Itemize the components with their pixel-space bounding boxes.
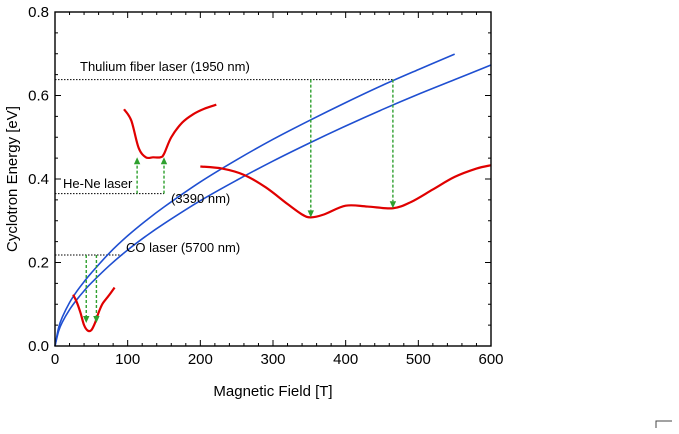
y-tick-label: 0.2 [28, 255, 49, 272]
cyclotron-curve-1 [54, 53, 455, 347]
transition-arrowhead-5 [389, 201, 397, 209]
laser-annotations: Thulium fiber laser (1950 nm) He-Ne laser… [63, 59, 250, 255]
cyclotron-curve-2 [54, 64, 492, 347]
transition-arrowhead-1 [93, 316, 100, 324]
potential-curve-3 [200, 164, 492, 219]
y-tick-label: 0.6 [28, 88, 49, 105]
x-tick-label: 300 [260, 351, 285, 368]
x-tick-label: 200 [188, 351, 213, 368]
x-tick-label: 0 [51, 351, 59, 368]
corner-mark [655, 420, 672, 428]
x-tick-label: 100 [115, 351, 140, 368]
y-axis-title: Cyclotron Energy [eV] [4, 106, 21, 252]
y-tick-label: 0.4 [28, 171, 49, 188]
laser-label-1: He-Ne laser [63, 176, 133, 191]
potential-curve-1 [72, 286, 116, 333]
cyclotron-energy-curves [54, 53, 492, 347]
x-axis-title: Magnetic Field [T] [213, 383, 332, 400]
axis-ticks: 0 100 200 300 400 500 600 0.0 0.2 0.4 0.6 0.8 [28, 4, 503, 368]
transition-arrowhead-4 [307, 210, 314, 218]
laser-reference-lines [55, 79, 393, 256]
x-tick-label: 400 [333, 351, 358, 368]
y-tick-label: 0.0 [28, 338, 49, 355]
laser-label-3: CO laser (5700 nm) [126, 240, 240, 255]
transition-arrowhead-2 [133, 157, 141, 165]
transition-arrowhead-3 [160, 157, 168, 165]
potential-curves [72, 103, 492, 333]
laser-label-2: (3390 nm) [171, 191, 230, 206]
y-tick-label: 0.8 [28, 4, 49, 21]
laser-label-0: Thulium fiber laser (1950 nm) [80, 59, 250, 74]
x-tick-label: 600 [478, 351, 503, 368]
transition-arrows [83, 79, 397, 324]
transition-arrowhead-0 [83, 316, 90, 324]
x-tick-label: 500 [406, 351, 431, 368]
potential-curve-2 [123, 103, 217, 160]
